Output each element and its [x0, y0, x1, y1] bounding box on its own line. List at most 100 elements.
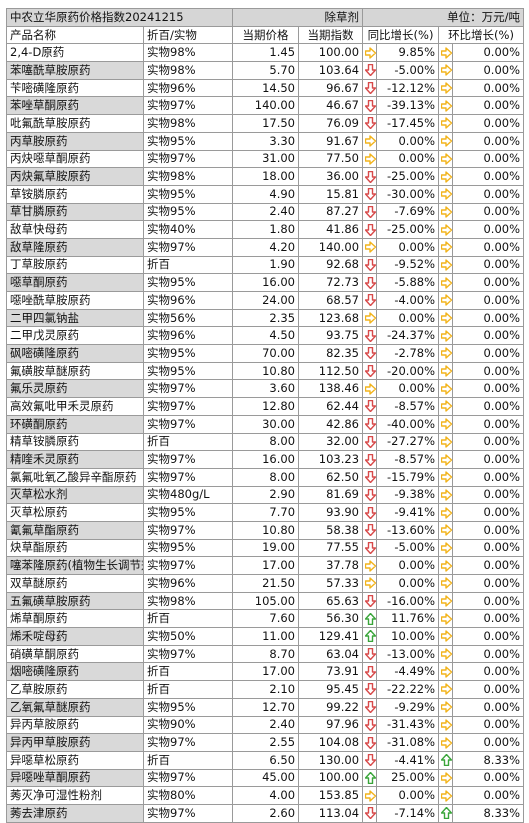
yoy-growth: -9.41%	[376, 503, 440, 522]
arrow-down-icon	[362, 167, 378, 186]
table-row: 氰氟草酯原药 实物97% 10.80 58.38 -13.60% 0.00%	[6, 520, 525, 540]
arrow-down-icon	[362, 715, 378, 735]
product-name: 丁草胺原药	[6, 255, 144, 275]
yoy-growth: 0.00%	[376, 556, 440, 575]
current-index: 138.46	[298, 379, 364, 399]
mom-growth: 0.00%	[452, 379, 525, 399]
current-index: 95.45	[298, 680, 364, 699]
arrow-right-icon	[438, 503, 454, 522]
arrow-right-icon	[438, 344, 454, 363]
product-spec: 实物50%	[142, 627, 234, 646]
yoy-growth: -15.79%	[376, 467, 440, 487]
table-row: 烯草酮原药 折百 7.60 56.30 11.76% 0.00%	[6, 609, 525, 629]
yoy-growth: -5.00%	[376, 61, 440, 80]
current-price: 1.90	[232, 255, 300, 275]
product-spec: 实物98%	[142, 114, 234, 133]
current-index: 72.73	[298, 273, 364, 292]
current-price: 11.00	[232, 627, 300, 646]
arrow-down-icon	[362, 114, 378, 133]
product-spec: 实物98%	[142, 591, 234, 611]
product-name: 灭草松原药	[6, 503, 144, 522]
yoy-growth: -17.45%	[376, 114, 440, 133]
arrow-down-icon	[362, 291, 378, 310]
yoy-growth: 0.00%	[376, 379, 440, 399]
product-spec: 折百	[142, 662, 234, 682]
yoy-growth: -22.22%	[376, 680, 440, 699]
current-price: 21.50	[232, 574, 300, 593]
product-name: 二甲四氯钠盐	[6, 308, 144, 328]
product-spec: 实物97%	[142, 520, 234, 540]
yoy-growth: -31.08%	[376, 733, 440, 752]
arrow-right-icon	[438, 538, 454, 558]
product-name: 精喹禾灵原药	[6, 450, 144, 469]
product-spec: 实物80%	[142, 786, 234, 805]
current-index: 15.81	[298, 184, 364, 204]
yoy-growth: 0.00%	[376, 308, 440, 328]
mom-growth: 0.00%	[452, 715, 525, 735]
yoy-growth: 0.00%	[376, 237, 440, 257]
yoy-growth: -16.00%	[376, 591, 440, 611]
yoy-growth: -13.60%	[376, 520, 440, 540]
yoy-growth: -24.37%	[376, 326, 440, 346]
mom-growth: 0.00%	[452, 361, 525, 381]
table-row: 草甘膦原药 实物95% 2.40 87.27 -7.69% 0.00%	[6, 202, 525, 222]
current-index: 104.08	[298, 733, 364, 752]
yoy-growth: -40.00%	[376, 414, 440, 434]
arrow-right-icon	[438, 662, 454, 682]
product-name: 炔草酯原药	[6, 538, 144, 558]
mom-growth: 0.00%	[452, 273, 525, 292]
arrow-down-icon	[362, 803, 378, 823]
product-spec: 实物97%	[142, 450, 234, 469]
current-index: 91.67	[298, 131, 364, 151]
current-index: 62.50	[298, 467, 364, 487]
yoy-growth: -25.00%	[376, 167, 440, 186]
product-spec: 实物98%	[142, 43, 234, 63]
yoy-growth: 0.00%	[376, 786, 440, 805]
arrow-right-icon	[362, 308, 378, 328]
current-index: 57.33	[298, 574, 364, 593]
arrow-down-icon	[362, 467, 378, 487]
current-index: 82.35	[298, 344, 364, 363]
table-row: 高效氟吡甲禾灵原药 实物97% 12.80 62.44 -8.57% 0.00%	[6, 397, 525, 416]
table-row: 吡氟酰草胺原药 实物98% 17.50 76.09 -17.45% 0.00%	[6, 114, 525, 133]
product-spec: 实物97%	[142, 733, 234, 752]
arrow-right-icon	[438, 308, 454, 328]
current-index: 56.30	[298, 609, 364, 629]
table-row: 2,4-D原药 实物98% 1.45 100.00 9.85% 0.00%	[6, 43, 525, 63]
current-index: 129.41	[298, 627, 364, 646]
arrow-right-icon	[438, 96, 454, 116]
arrow-down-icon	[362, 326, 378, 346]
product-name: 二甲戊灵原药	[6, 326, 144, 346]
product-name: 氰氟草酯原药	[6, 520, 144, 540]
table-row: 异噁草松原药 折百 6.50 130.00 -4.41% 8.33%	[6, 750, 525, 770]
arrow-right-icon	[438, 733, 454, 752]
product-name: 五氟磺草胺原药	[6, 591, 144, 611]
current-index: 32.00	[298, 432, 364, 452]
current-price: 2.40	[232, 715, 300, 735]
product-name: 苯噻酰草胺原药	[6, 61, 144, 80]
mom-growth: 0.00%	[452, 538, 525, 558]
mom-growth: 0.00%	[452, 627, 525, 646]
table-row: 丙草胺原药 实物95% 3.30 91.67 0.00% 0.00%	[6, 131, 525, 151]
arrow-right-icon	[438, 485, 454, 505]
current-index: 87.27	[298, 202, 364, 222]
current-price: 16.00	[232, 450, 300, 469]
table-row: 灭草松原药 实物95% 7.70 93.90 -9.41% 0.00%	[6, 503, 525, 522]
arrow-down-icon	[362, 255, 378, 275]
arrow-right-icon	[438, 131, 454, 151]
mom-growth: 0.00%	[452, 397, 525, 416]
table-row: 五氟磺草胺原药 实物98% 105.00 65.63 -16.00% 0.00%	[6, 591, 525, 611]
current-index: 123.68	[298, 308, 364, 328]
arrow-right-icon	[438, 768, 454, 788]
product-spec: 实物97%	[142, 556, 234, 575]
yoy-growth: -8.57%	[376, 450, 440, 469]
product-name: 吡氟酰草胺原药	[6, 114, 144, 133]
current-index: 140.00	[298, 237, 364, 257]
current-price: 7.70	[232, 503, 300, 522]
current-index: 100.00	[298, 768, 364, 788]
current-price: 31.00	[232, 149, 300, 169]
current-index: 97.96	[298, 715, 364, 735]
arrow-right-icon	[438, 167, 454, 186]
arrow-right-icon	[362, 237, 378, 257]
current-price: 10.80	[232, 520, 300, 540]
